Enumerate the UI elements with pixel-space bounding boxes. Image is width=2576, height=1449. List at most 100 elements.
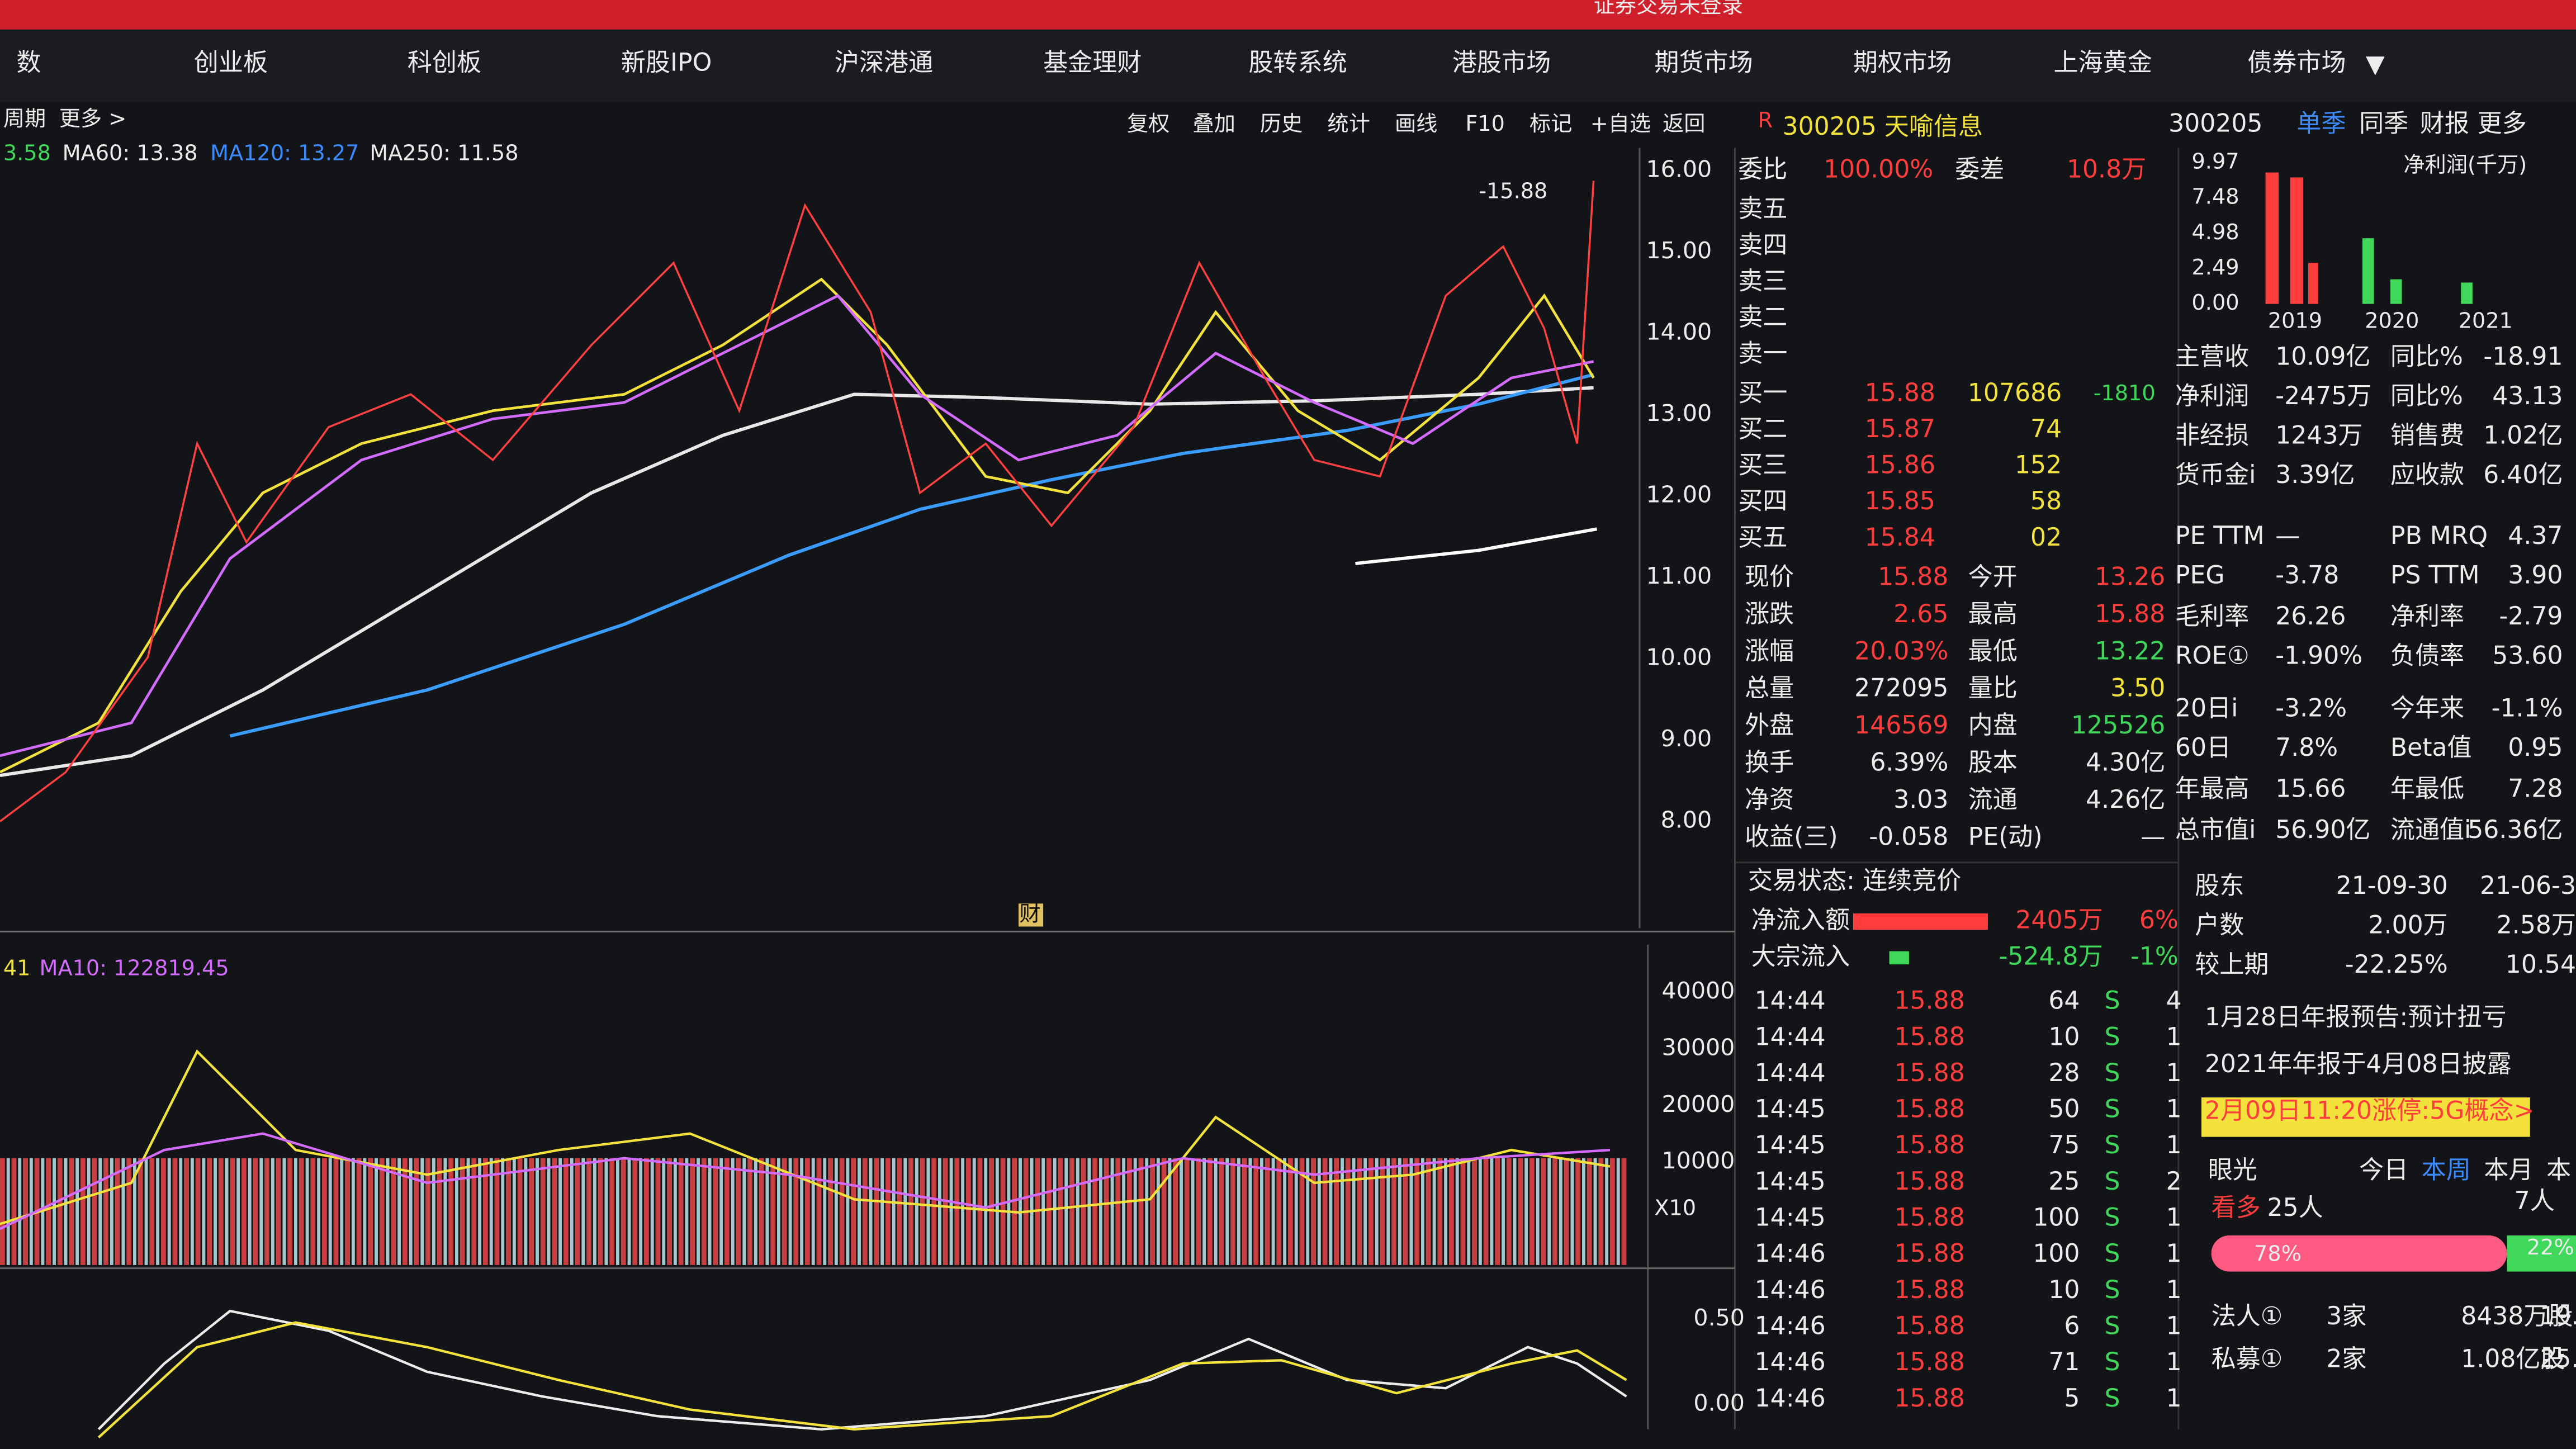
sentiment-tab[interactable]: 本周: [2422, 1156, 2471, 1184]
holder-cell: -22.25%: [2345, 950, 2448, 979]
sentiment-tab[interactable]: 本: [2546, 1156, 2571, 1184]
tool-button[interactable]: 画线: [1395, 112, 1437, 136]
trade-cell: 15.88: [1895, 1384, 1965, 1413]
tab[interactable]: 港股市场: [1452, 49, 1551, 77]
tool-button[interactable]: 返回: [1663, 112, 1705, 136]
trade-cell: 14:46: [1755, 1239, 1826, 1268]
trade-cell: 1: [2166, 1239, 2182, 1268]
period-button[interactable]: 周期: [3, 107, 46, 131]
bid-cell: 58: [2030, 487, 2062, 515]
tool-button[interactable]: 统计: [1328, 112, 1370, 136]
sentiment-bar: [2507, 1235, 2576, 1272]
bid-cell: 15.84: [1865, 523, 1935, 552]
mini-axis-label: 4.98: [2192, 220, 2239, 245]
fundamental-cell: 60日: [2175, 733, 2231, 762]
fundamental-cell: PE TTM: [2175, 522, 2265, 550]
tab[interactable]: 数: [16, 49, 41, 77]
flow-bar: [1853, 913, 1988, 930]
mini-chart-title: 净利润(千万): [2403, 153, 2527, 177]
f10-tab[interactable]: 同季: [2359, 109, 2408, 138]
trade-cell: S: [2105, 1276, 2120, 1304]
sentiment-tab[interactable]: 今日: [2359, 1156, 2408, 1184]
quote-stat: 收益(三): [1745, 822, 1838, 851]
price-axis-label: 16.00: [1646, 156, 1712, 183]
bid-cell: 15.87: [1865, 415, 1935, 443]
tab-more-arrow[interactable]: ▼: [2366, 50, 2385, 79]
tab[interactable]: 基金理财: [1043, 49, 1142, 77]
trade-cell: 1: [2166, 1204, 2182, 1232]
holder-cell: 10.54: [2506, 950, 2576, 979]
note-highlight: [2201, 1097, 2530, 1137]
trade-cell: 15.88: [1895, 987, 1965, 1015]
ma-legend: MA250: 11.58: [370, 141, 518, 166]
ma-legend: MA60: 13.38: [63, 141, 198, 166]
bid-cell: 买一: [1738, 378, 1787, 407]
price-axis-label: 10.00: [1646, 643, 1712, 670]
fundamental-cell: Beta值: [2390, 733, 2472, 762]
tab[interactable]: 科创板: [408, 49, 481, 77]
tool-button[interactable]: F10: [1465, 112, 1505, 136]
institution-cell: 3家: [2326, 1302, 2366, 1330]
trade-cell: 15.88: [1895, 1059, 1965, 1087]
quote-stat: 3.50: [2110, 674, 2165, 703]
trade-cell: 28: [2048, 1059, 2080, 1087]
tab[interactable]: 债券市场: [2247, 49, 2346, 77]
ask-label: 卖二: [1738, 303, 1787, 332]
mini-bar: [2265, 172, 2279, 304]
sentiment-tab[interactable]: 本月: [2484, 1156, 2533, 1184]
institution-cell: 私募①: [2212, 1344, 2283, 1373]
fundamental-cell: 同比%: [2390, 343, 2463, 371]
trade-cell: 71: [2048, 1348, 2080, 1376]
more-button[interactable]: 更多 >: [59, 107, 127, 131]
holder-cell: 21-06-3: [2480, 872, 2576, 900]
mini-bar: [2461, 282, 2473, 304]
f10-tab[interactable]: 财报: [2420, 109, 2469, 138]
tool-button[interactable]: +自选: [1590, 112, 1651, 136]
tool-button[interactable]: 标记: [1530, 112, 1572, 136]
fundamental-cell: 6.40亿: [2483, 461, 2563, 489]
bid-cell: 买二: [1738, 415, 1787, 443]
tab[interactable]: 创业板: [194, 49, 268, 77]
fundamental-cell: 今年来: [2390, 694, 2464, 723]
trade-cell: 15.88: [1895, 1095, 1965, 1124]
trade-cell: 15.88: [1895, 1348, 1965, 1376]
trade-cell: 100: [2033, 1239, 2080, 1268]
tab[interactable]: 上海黄金: [2053, 49, 2152, 77]
price-axis-label: 11.00: [1646, 562, 1712, 589]
quote-stat: 最高: [1968, 600, 2018, 628]
fundamental-cell: 1.02亿: [2483, 422, 2563, 450]
fund-flow: -1%: [2130, 942, 2179, 970]
window-title: 证券交易未登录: [1594, 0, 1743, 18]
f10-tab[interactable]: 更多: [2478, 109, 2527, 138]
tool-button[interactable]: 复权: [1127, 112, 1169, 136]
bid-cell: 买五: [1738, 523, 1787, 552]
tab[interactable]: 沪深港通: [835, 49, 933, 77]
f10-tab[interactable]: 单季: [2296, 109, 2346, 138]
tool-button[interactable]: 历史: [1260, 112, 1303, 136]
fund-flow: -524.8万: [1999, 942, 2103, 970]
mini-bar: [2290, 177, 2304, 304]
fundamental-cell: —: [2275, 522, 2300, 550]
fund-flow: 大宗流入: [1751, 942, 1850, 970]
bid-cell: 107686: [1968, 378, 2062, 407]
fundamental-cell: 货币金i: [2175, 461, 2256, 489]
trade-cell: 14:44: [1755, 1022, 1826, 1051]
bid-cell: 15.86: [1865, 451, 1935, 480]
fundamental-cell: -1.1%: [2492, 694, 2563, 723]
note[interactable]: 2月09日11:20涨停:5G概念>: [2205, 1097, 2535, 1125]
tab-bar: [0, 29, 2576, 102]
trade-cell: 15.88: [1895, 1022, 1965, 1051]
macd-line: [97, 1309, 1627, 1431]
bid-cell: 15.88: [1865, 378, 1935, 407]
trade-cell: 14:45: [1755, 1167, 1826, 1196]
mini-bar: [2390, 279, 2402, 304]
tab[interactable]: 股转系统: [1248, 49, 1347, 77]
sentiment-pct: 22%: [2527, 1235, 2574, 1260]
mini-year: 2020: [2365, 309, 2419, 334]
tab[interactable]: 新股IPO: [621, 49, 712, 77]
tab[interactable]: 期货市场: [1654, 49, 1753, 77]
tab[interactable]: 期权市场: [1853, 49, 1952, 77]
tool-button[interactable]: 叠加: [1193, 112, 1235, 136]
ma-legend: MA120: 13.27: [210, 141, 359, 166]
volume-axis-label: 30000: [1662, 1034, 1735, 1060]
